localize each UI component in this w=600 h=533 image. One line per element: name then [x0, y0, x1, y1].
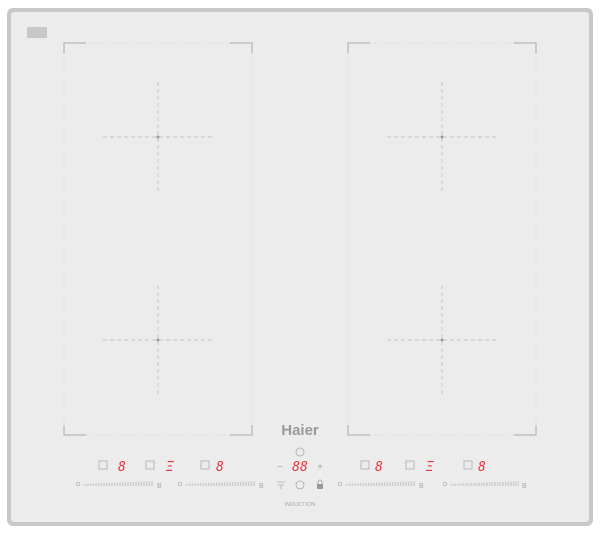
right-front-display: 8 [375, 460, 383, 475]
left-front-display: 8 [118, 460, 126, 475]
zone-corner-mark [347, 42, 370, 53]
slider-max-label: B [522, 483, 527, 490]
cooking-zone-1 [63, 42, 253, 436]
slider-max-label: B [157, 483, 162, 490]
zone-outline [63, 42, 253, 436]
zone-corner-mark [230, 425, 253, 436]
slider-max-label: B [419, 483, 424, 490]
zone-select-icon[interactable] [98, 460, 108, 470]
timer-plus-button[interactable]: + [317, 462, 323, 473]
slider-max-label: B [259, 483, 264, 490]
zone-center-dot [156, 338, 160, 342]
cooking-zone-2 [347, 42, 537, 436]
right-bridge-display: Ξ [425, 460, 434, 475]
left-bridge-display: Ξ [165, 460, 174, 475]
certification-logo [27, 27, 47, 38]
zone-select-icon[interactable] [405, 460, 415, 470]
zone-outline [347, 42, 537, 436]
zone-center-dot [440, 338, 444, 342]
zone-select-icon[interactable] [200, 460, 210, 470]
zone-corner-mark [63, 42, 86, 53]
zone-corner-mark [514, 425, 537, 436]
zone-crosshair [387, 82, 497, 192]
timer-minus-button[interactable]: − [277, 462, 283, 473]
zone-corner-mark [230, 42, 253, 53]
zone-corner-mark [63, 425, 86, 436]
induction-label: INDUCTION [285, 502, 316, 508]
zone-crosshair [103, 285, 213, 395]
power-slider[interactable]: B [177, 481, 264, 490]
brand-logo: Haier [281, 422, 319, 439]
glass-surface [11, 12, 589, 522]
zone-select-icon[interactable] [463, 460, 473, 470]
zone-select-icon[interactable] [360, 460, 370, 470]
zone-center-dot [156, 135, 160, 139]
power-slider[interactable]: B [75, 481, 162, 490]
timer-icon[interactable] [295, 447, 305, 457]
zone-center-dot [440, 135, 444, 139]
zone-corner-mark [347, 425, 370, 436]
right-rear-display: 8 [478, 460, 486, 475]
zone-select-icon[interactable] [145, 460, 155, 470]
zone-corner-mark [514, 42, 537, 53]
timer-display: 88 [292, 460, 308, 475]
power-icon[interactable] [295, 480, 305, 490]
pause-icon[interactable] [277, 481, 285, 489]
zone-crosshair [103, 82, 213, 192]
power-slider[interactable]: B [337, 481, 424, 490]
zone-crosshair [387, 285, 497, 395]
lock-icon[interactable] [317, 479, 323, 489]
left-rear-display: 8 [216, 460, 224, 475]
power-slider[interactable]: B [442, 481, 527, 490]
